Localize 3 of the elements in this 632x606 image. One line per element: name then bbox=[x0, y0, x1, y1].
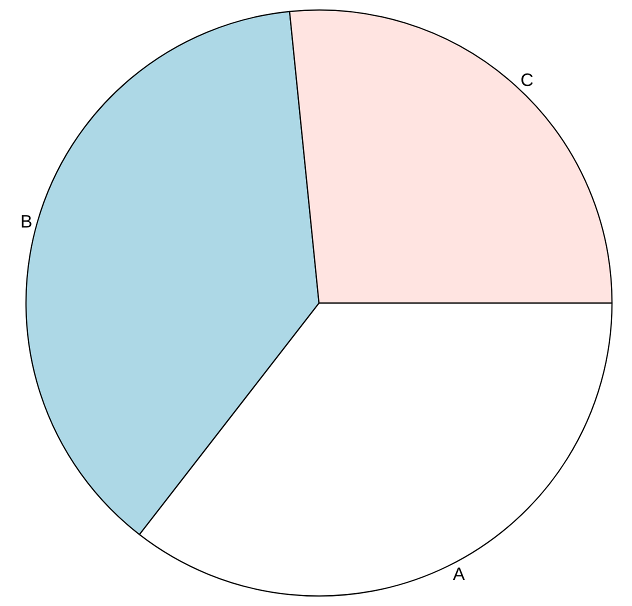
slice-label: B bbox=[20, 211, 32, 232]
slice-label: C bbox=[520, 70, 534, 90]
slice-label: A bbox=[452, 564, 465, 584]
